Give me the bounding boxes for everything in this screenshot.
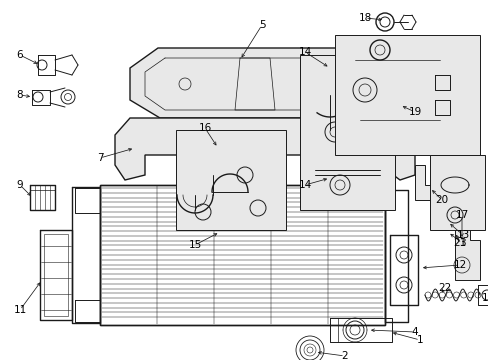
Bar — [334, 35, 479, 155]
Text: 7: 7 — [97, 153, 103, 163]
Text: 2: 2 — [341, 351, 347, 360]
Polygon shape — [454, 215, 479, 280]
Bar — [176, 130, 285, 230]
Text: 13: 13 — [455, 230, 468, 240]
Polygon shape — [100, 185, 384, 325]
Text: 16: 16 — [198, 123, 211, 133]
Polygon shape — [349, 50, 444, 130]
Text: 12: 12 — [452, 260, 466, 270]
Circle shape — [186, 145, 193, 151]
Circle shape — [326, 145, 332, 151]
Circle shape — [217, 145, 223, 151]
Polygon shape — [115, 118, 414, 180]
Bar — [44, 234, 68, 316]
Text: 3: 3 — [458, 238, 465, 248]
Text: 8: 8 — [17, 90, 23, 100]
Text: 10: 10 — [481, 293, 488, 303]
Text: 9: 9 — [17, 180, 23, 190]
Text: 14: 14 — [298, 47, 311, 57]
Circle shape — [356, 145, 362, 151]
Bar — [100, 185, 384, 325]
Text: 5: 5 — [258, 20, 265, 30]
Text: 4: 4 — [411, 327, 417, 337]
Polygon shape — [414, 165, 434, 200]
Text: 19: 19 — [407, 107, 421, 117]
Text: 1: 1 — [416, 335, 423, 345]
Polygon shape — [130, 48, 394, 118]
Text: 17: 17 — [454, 210, 468, 220]
Text: 15: 15 — [188, 240, 201, 250]
Text: 21: 21 — [452, 238, 466, 248]
Text: 11: 11 — [13, 305, 26, 315]
Bar — [429, 155, 484, 230]
Text: 18: 18 — [358, 13, 371, 23]
Text: 14: 14 — [298, 180, 311, 190]
Text: 6: 6 — [17, 50, 23, 60]
Text: 22: 22 — [437, 283, 451, 293]
Bar — [299, 55, 394, 210]
Text: 20: 20 — [434, 195, 447, 205]
